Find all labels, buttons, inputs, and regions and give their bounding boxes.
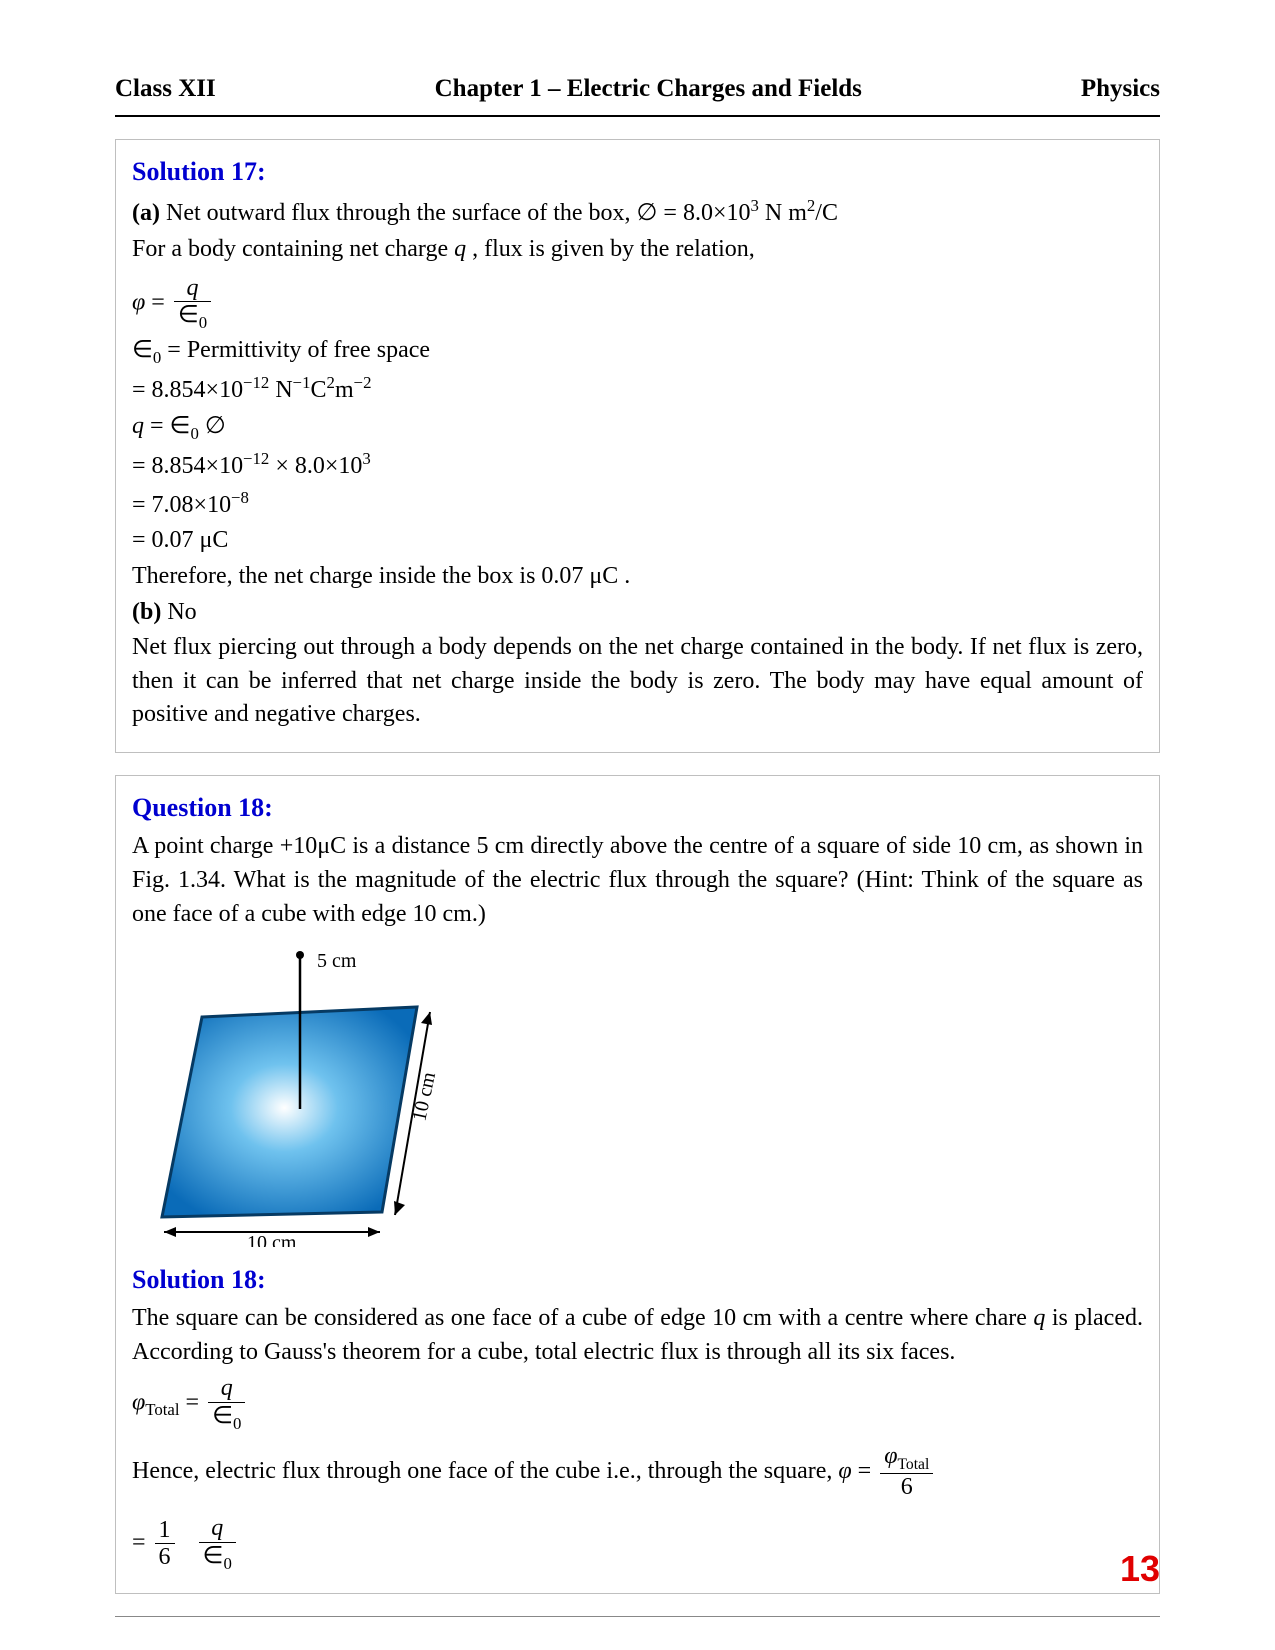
label-5cm: 5 cm (317, 950, 357, 972)
arrow-right (368, 1227, 380, 1237)
footer-rule (115, 1616, 1160, 1617)
arrow-left (164, 1227, 176, 1237)
header-right: Physics (1081, 75, 1160, 103)
part-b-label: (b) (132, 599, 167, 625)
sol17-calc2: = 7.08×10−8 (132, 486, 1143, 523)
q18-text: A point charge +10μC is a distance 5 cm … (132, 830, 1143, 931)
label-bottom-10cm: 10 cm (247, 1232, 297, 1247)
question-18-title: Question 18: (132, 790, 1143, 826)
sol17-q-eq: q = ∈0 ∅ (132, 410, 1143, 445)
header-left: Class XII (115, 75, 216, 103)
solution-17-title: Solution 17: (132, 154, 1143, 190)
page-number: 13 (1120, 1548, 1160, 1590)
sol17-calc1: = 8.854×10−12 × 8.0×103 (132, 447, 1143, 484)
solution-17-box: Solution 17: (a) Net outward flux throug… (115, 139, 1160, 753)
header-center: Chapter 1 – Electric Charges and Fields (435, 75, 862, 103)
q18-figure: 5 cm 10 cm 10 cm (132, 937, 1143, 1258)
sol17-therefore: Therefore, the net charge inside the box… (132, 560, 1143, 594)
square-diagram-svg: 5 cm 10 cm 10 cm (132, 937, 482, 1247)
page-header: Class XII Chapter 1 – Electric Charges a… (115, 75, 1160, 103)
sol18-one-sixth: = 1 6 q ∈0 (132, 1515, 1143, 1573)
sol17-eps-val: = 8.854×10−12 N−1C2m−2 (132, 371, 1143, 408)
square-shape (162, 1007, 417, 1217)
question-18-box: Question 18: A point charge +10μC is a d… (115, 775, 1160, 1594)
fraction-q-eps: q ∈0 (174, 275, 211, 333)
sol17-calc3: = 0.07 μC (132, 524, 1143, 558)
fraction-q-eps-2: q ∈0 (208, 1375, 245, 1433)
sol17-eq-phi: φ = q ∈0 (132, 275, 1143, 333)
sol17-eps-desc: ∈0 = Permittivity of free space (132, 334, 1143, 369)
sol17-b-explain: Net flux piercing out through a body dep… (132, 631, 1143, 732)
sol17-line-a: (a) Net outward flux through the surface… (132, 194, 1143, 231)
sol18-phi-total: φTotal = q ∈0 (132, 1375, 1143, 1433)
label-side-10cm: 10 cm (408, 1070, 440, 1123)
arrow-bot-side (394, 1201, 405, 1215)
fraction-q-eps-3: q ∈0 (199, 1515, 236, 1573)
fraction-1-6: 1 6 (155, 1517, 175, 1572)
sol18-text: The square can be considered as one face… (132, 1302, 1143, 1369)
part-a-label: (a) (132, 200, 166, 226)
sol17-part-b: (b) No (132, 596, 1143, 630)
sol18-hence: Hence, electric flux through one face of… (132, 1443, 1143, 1502)
fraction-phitotal-6: φTotal 6 (880, 1443, 933, 1502)
header-rule (115, 115, 1160, 117)
charge-point (296, 951, 304, 959)
sol17-line-b: For a body containing net charge q , flu… (132, 233, 1143, 267)
solution-18-title: Solution 18: (132, 1262, 1143, 1298)
